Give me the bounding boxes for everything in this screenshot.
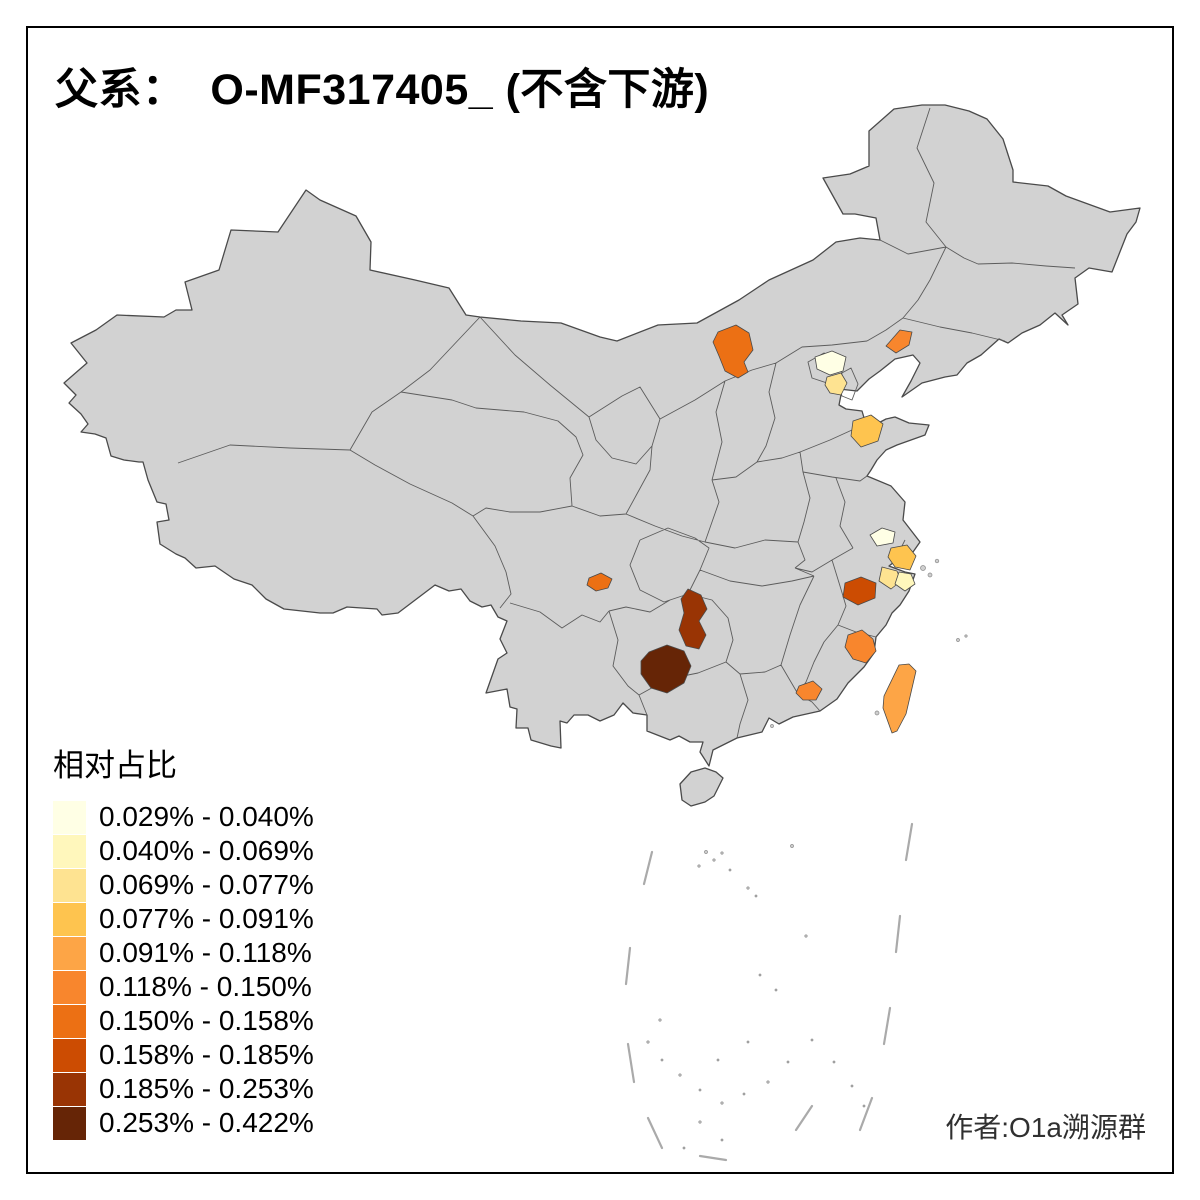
legend-swatch	[53, 902, 86, 936]
legend-label: 0.253% - 0.422%	[99, 1107, 314, 1138]
china-mainland	[63, 104, 1141, 767]
legend-label: 0.118% - 0.150%	[99, 971, 312, 1002]
region-chongqing-west	[586, 572, 613, 592]
nine-dash-line	[624, 822, 914, 1162]
region-ningbo-area	[894, 571, 916, 592]
region-central-guizhou	[640, 644, 692, 694]
region-eastern-guangdong	[795, 680, 823, 701]
legend-row: 0.118% - 0.150%	[53, 970, 314, 1004]
legend-title: 相对占比	[53, 748, 177, 783]
legend-row: 0.029% - 0.040%	[53, 800, 314, 834]
legend-label: 0.029% - 0.040%	[99, 801, 314, 832]
legend-label: 0.185% - 0.253%	[99, 1073, 314, 1104]
hainan-island	[679, 767, 724, 807]
legend-swatch	[53, 868, 86, 902]
region-hangzhou-area	[842, 576, 877, 606]
region-central-shandong	[850, 414, 884, 448]
legend-label: 0.069% - 0.077%	[99, 869, 314, 900]
legend-row: 0.040% - 0.069%	[53, 834, 314, 868]
legend-label: 0.150% - 0.158%	[99, 1005, 314, 1036]
legend-label: 0.091% - 0.118%	[99, 937, 312, 968]
region-coastal-fujian	[844, 629, 877, 664]
region-coastal-liaoning	[885, 329, 913, 354]
region-central-inner-mongolia	[712, 324, 754, 379]
legend-swatch	[53, 834, 86, 868]
figure-title: 父系： O-MF317405_ (不含下游)	[55, 66, 710, 114]
legend: 相对占比 0.029% - 0.040% 0.040% - 0.069% 0.0…	[53, 740, 314, 1140]
legend-swatch	[53, 1106, 86, 1140]
region-beijing-south	[824, 372, 848, 396]
legend-swatch	[53, 1072, 86, 1106]
legend-row: 0.069% - 0.077%	[53, 868, 314, 902]
legend-row: 0.091% - 0.118%	[53, 936, 314, 970]
legend-row: 0.150% - 0.158%	[53, 1004, 314, 1038]
legend-row: 0.077% - 0.091%	[53, 902, 314, 936]
region-northern-guizhou	[678, 588, 708, 650]
attribution: 作者:O1a溯源群	[945, 1112, 1146, 1143]
legend-label: 0.077% - 0.091%	[99, 903, 314, 934]
region-taiwan	[882, 663, 917, 734]
legend-row: 0.253% - 0.422%	[53, 1106, 314, 1140]
legend-label: 0.040% - 0.069%	[99, 835, 314, 866]
legend-row: 0.185% - 0.253%	[53, 1072, 314, 1106]
legend-row: 0.158% - 0.185%	[53, 1038, 314, 1072]
legend-label: 0.158% - 0.185%	[99, 1039, 314, 1070]
region-shanghai-area	[869, 527, 896, 547]
region-beijing-north	[814, 350, 847, 376]
legend-swatch	[53, 800, 86, 834]
legend-swatch	[53, 1038, 86, 1072]
legend-swatch	[53, 936, 86, 970]
legend-swatch	[53, 1004, 86, 1038]
region-southern-jiangsu	[887, 544, 917, 571]
coastal-and-south-sea-islands	[646, 558, 968, 1150]
legend-swatch	[53, 970, 86, 1004]
